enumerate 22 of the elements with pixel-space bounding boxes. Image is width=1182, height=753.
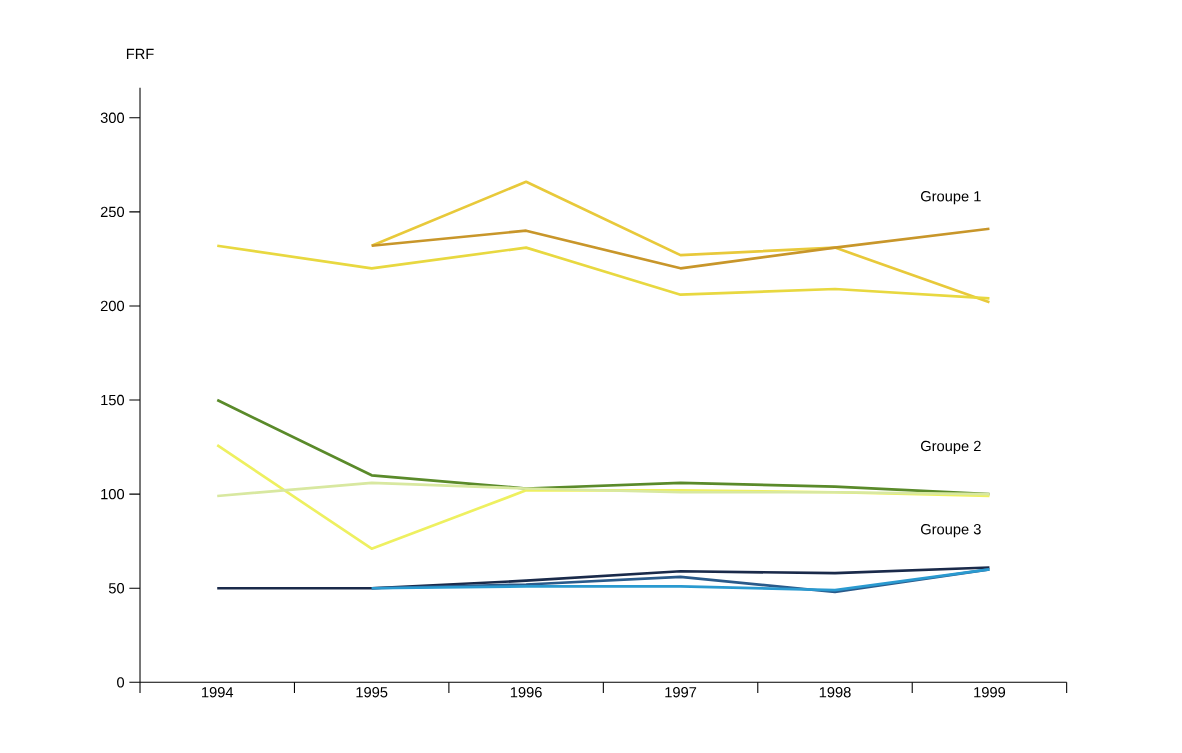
- y-tick-label: 250: [100, 206, 125, 218]
- x-tick-label: 1998: [819, 687, 851, 698]
- annotation: Groupe 2: [920, 440, 981, 455]
- annotation: Groupe 1: [920, 191, 981, 205]
- y-tick-label: 100: [101, 488, 125, 500]
- x-tick-label: 1999: [974, 687, 1006, 698]
- y-tick-label: 200: [100, 300, 125, 312]
- y-tick-label: 50: [108, 583, 125, 594]
- line-series: [215, 481, 991, 498]
- y-tick-label: 0: [117, 677, 125, 688]
- x-tick-label: 1996: [510, 687, 542, 698]
- line-series: [215, 244, 991, 300]
- line-series: [370, 180, 991, 304]
- y-axis-title: FRF: [126, 48, 154, 59]
- x-tick-label: 1994: [202, 687, 234, 698]
- line-series: [215, 566, 991, 590]
- line-series: [370, 227, 991, 270]
- y-tick-label: 300: [100, 112, 125, 123]
- x-tick-label: 1995: [356, 687, 388, 698]
- annotation: Groupe 3: [920, 524, 981, 538]
- y-tick-label: 150: [101, 394, 125, 406]
- x-tick-label: 1997: [665, 687, 697, 698]
